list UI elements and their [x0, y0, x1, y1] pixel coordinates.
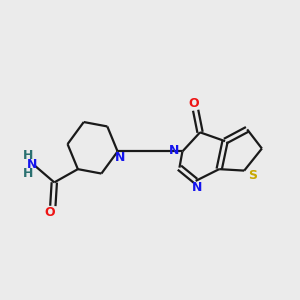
Text: O: O [45, 206, 55, 219]
Text: H: H [23, 149, 34, 162]
Text: H: H [23, 167, 34, 180]
Text: N: N [192, 181, 202, 194]
Text: O: O [189, 97, 200, 110]
Text: N: N [27, 158, 38, 171]
Text: S: S [248, 169, 257, 182]
Text: N: N [169, 144, 179, 157]
Text: N: N [115, 152, 125, 164]
